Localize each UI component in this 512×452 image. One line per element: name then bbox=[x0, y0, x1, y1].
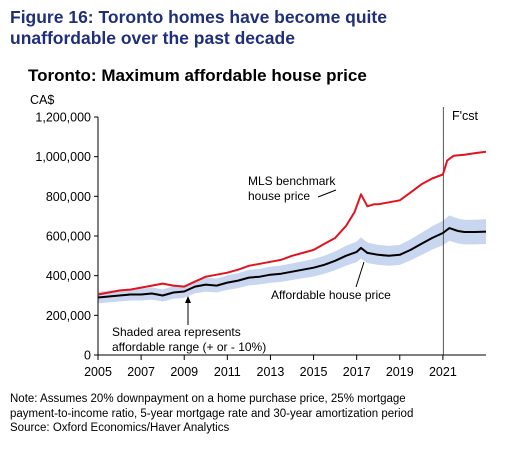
x-tick-label: 2005 bbox=[84, 365, 112, 379]
footnote: Note: Assumes 20% downpayment on a home … bbox=[10, 392, 508, 436]
x-tick-label: 2019 bbox=[386, 365, 414, 379]
chart-title: Toronto: Maximum affordable house price bbox=[28, 66, 367, 85]
affordable-annotation-label: Affordable house price bbox=[271, 288, 391, 302]
x-tick-label: 2011 bbox=[214, 365, 241, 379]
y-tick-label: 1,200,000 bbox=[35, 111, 91, 125]
shaded-area-annotation-label: Shaded area represents affordable range (… bbox=[112, 325, 266, 354]
forecast-label: F'cst bbox=[452, 109, 479, 123]
mls-benchmark-line bbox=[97, 150, 487, 296]
mls-annotation-leader bbox=[317, 189, 337, 198]
x-tick-label: 2015 bbox=[300, 365, 328, 379]
mls-annotation-label: MLS benchmark house price bbox=[248, 174, 336, 203]
figure-title-line1: Figure 16: Toronto homes have become qui… bbox=[10, 7, 387, 27]
x-tick-label: 2021 bbox=[429, 365, 457, 379]
y-tick-label: 600,000 bbox=[46, 230, 91, 244]
y-tick-label: 1,000,000 bbox=[35, 150, 91, 164]
x-tick-label: 2013 bbox=[257, 365, 285, 379]
y-axis-label: CA$ bbox=[30, 93, 54, 107]
x-tick-label: 2009 bbox=[170, 365, 198, 379]
shaded-area-arrowhead bbox=[185, 296, 191, 303]
figure-title: Figure 16: Toronto homes have become qui… bbox=[10, 7, 505, 49]
y-tick-label: 200,000 bbox=[46, 309, 91, 323]
y-tick-label: 400,000 bbox=[46, 269, 91, 283]
y-tick-label: 800,000 bbox=[46, 190, 91, 204]
source-line: Source: Oxford Economics/Haver Analytics bbox=[10, 422, 230, 434]
note-line-1: Note: Assumes 20% downpayment on a home … bbox=[10, 393, 406, 405]
x-tick-label: 2017 bbox=[343, 365, 371, 379]
x-tick-label: 2007 bbox=[127, 365, 155, 379]
affordable-annotation-leader bbox=[355, 261, 365, 288]
affordable-price-line bbox=[97, 227, 487, 299]
note-line-2: payment-to-income ratio, 5-year mortgage… bbox=[10, 407, 414, 420]
y-tick-label: 0 bbox=[84, 349, 91, 363]
figure-title-line2: unaffordable over the past decade bbox=[10, 28, 295, 48]
